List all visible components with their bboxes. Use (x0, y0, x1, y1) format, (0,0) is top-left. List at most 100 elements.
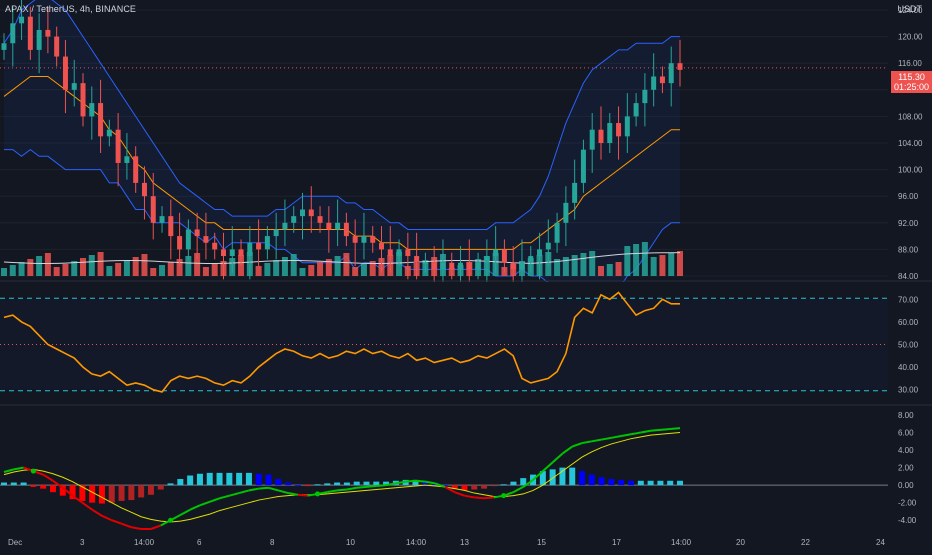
symbol-title[interactable]: APAX / TetherUS, 4h, BINANCE (5, 4, 137, 14)
candle-body (203, 236, 209, 243)
price-chart[interactable]: 124.00120.00116.00112.00108.00104.00100.… (0, 0, 932, 317)
macd-histogram-bar (10, 482, 17, 486)
rsi-pane[interactable]: 70.00 60.00 50.00 40.00 30.00 (0, 283, 932, 406)
rsi-chart[interactable]: 70.00 60.00 50.00 40.00 30.00 (0, 283, 932, 406)
candle-body (677, 63, 683, 70)
macd-histogram-bar (118, 485, 125, 501)
macd-histogram-bar (539, 471, 546, 486)
volume-ma-line (3, 252, 681, 264)
candle-body (598, 129, 604, 143)
candle-body (326, 222, 332, 230)
macd-line-segment (464, 494, 475, 499)
last-price-badge: 115.30 01:25:00 (891, 71, 932, 93)
candle-body (194, 229, 200, 237)
macd-line-segment (444, 486, 456, 494)
macd-line-segment (346, 486, 357, 491)
candle-body (335, 222, 341, 230)
macd-line-segment (640, 429, 651, 434)
macd-histogram-bar (157, 485, 164, 490)
time-axis-label: 3 (80, 538, 85, 547)
macd-cross-dot (30, 468, 36, 474)
candle-body (624, 116, 630, 137)
time-axis-label: 22 (801, 538, 810, 547)
macd-histogram-bar (285, 482, 292, 486)
candle-body (229, 249, 235, 257)
macd-histogram-bar (373, 481, 380, 486)
volume-bar (185, 256, 192, 276)
macd-line-segment (542, 461, 554, 472)
time-axis[interactable]: Dec 3 14:00 6 8 10 14:00 13 15 17 14:00 20 22 24 (0, 532, 932, 550)
volume-bar (255, 266, 262, 276)
macd-line-segment (454, 491, 465, 497)
macd-histogram-bar (461, 485, 468, 491)
macd-histogram-bar (471, 485, 478, 490)
macd-histogram-bar (20, 482, 27, 486)
rsi-tick-label: 60.00 (898, 318, 919, 327)
macd-line-segment (219, 494, 230, 500)
candle-body (361, 236, 367, 243)
macd-line-segment (425, 480, 436, 485)
time-axis-label: 15 (537, 538, 546, 547)
macd-histogram-bar (579, 471, 586, 486)
candle-body (563, 202, 569, 223)
volume-bar (132, 257, 139, 276)
candle-body (264, 236, 270, 250)
macd-histogram-bar (677, 480, 683, 486)
macd-histogram-bar (98, 485, 105, 504)
price-tick-label: 100.00 (898, 166, 923, 175)
macd-histogram-bar (314, 484, 321, 486)
candle-body (466, 262, 472, 270)
candle-body (396, 249, 402, 257)
candle-body (62, 56, 68, 90)
volume-bar (325, 259, 332, 276)
volume-bar (9, 265, 16, 276)
candle-body (370, 236, 376, 243)
macd-cross-dot (501, 493, 507, 499)
bollinger-upper-line (3, 0, 680, 230)
volume-bar (273, 260, 280, 276)
macd-line-segment (561, 445, 573, 455)
candle-body (27, 16, 33, 50)
volume-bar (18, 262, 25, 276)
volume-bar (281, 257, 288, 276)
candle-body (185, 229, 191, 250)
macd-line-segment (199, 500, 211, 507)
macd-line-segment (297, 493, 308, 497)
macd-tick-label: 6.00 (898, 429, 914, 438)
volume-bar (606, 264, 613, 276)
candle-body (379, 242, 385, 250)
volume-bar (562, 257, 569, 276)
volume-bar (650, 257, 657, 276)
macd-tick-label: 0.00 (898, 481, 914, 490)
macd-line-segment (356, 485, 367, 489)
candle-body (668, 63, 674, 84)
bollinger-fill (4, 0, 680, 316)
rsi-tick-label: 50.00 (898, 341, 919, 350)
time-axis-label: 14:00 (134, 538, 155, 547)
macd-line-segment (376, 484, 387, 488)
macd-line-segment (670, 427, 681, 431)
candle-body (80, 83, 86, 117)
candle-body (510, 262, 516, 270)
macd-cross-dot (168, 517, 174, 523)
volume-bar (554, 259, 561, 276)
macd-pane[interactable]: 8.00 6.00 4.00 2.00 0.00 -2.00 -4.00 (0, 407, 932, 532)
price-tick-label: 104.00 (898, 139, 923, 148)
price-tick-label: 84.00 (898, 272, 919, 281)
candle-body (89, 103, 95, 117)
candle-body (1, 43, 7, 50)
macd-histogram-bar (324, 483, 331, 486)
time-axis-svg[interactable]: Dec 3 14:00 6 8 10 14:00 13 15 17 14:00 20 22 24 (0, 532, 932, 550)
price-pane[interactable]: 124.00120.00116.00112.00108.00104.00100.… (0, 0, 932, 317)
macd-line-segment (611, 435, 622, 439)
candle-body (308, 209, 314, 217)
volume-bar (264, 263, 271, 276)
volume-bar (677, 251, 683, 276)
candle-body (616, 123, 622, 137)
volume-bar (44, 253, 51, 276)
macd-line-segment (71, 494, 83, 504)
volume-bar (62, 264, 69, 276)
macd-chart[interactable]: 8.00 6.00 4.00 2.00 0.00 -2.00 -4.00 (0, 407, 932, 532)
candle-body (19, 16, 25, 24)
candle-body (651, 76, 657, 90)
